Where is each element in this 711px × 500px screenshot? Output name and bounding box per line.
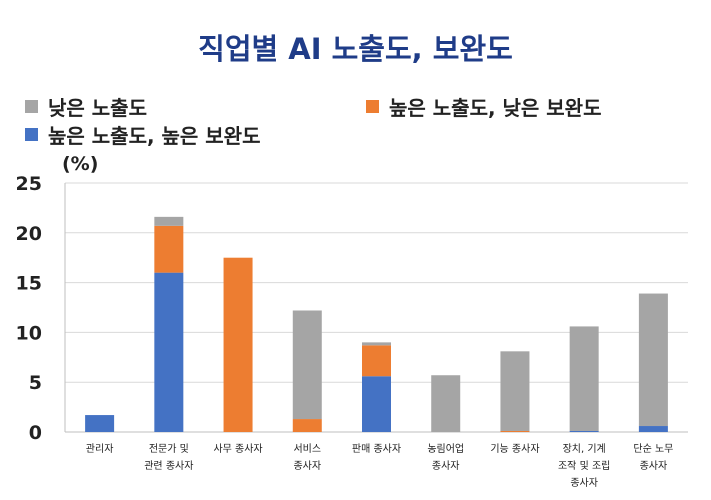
y-tick-label: 10 xyxy=(16,322,42,344)
legend-swatch-high-exposure-high-complement xyxy=(25,128,38,141)
x-category-label: 서비스 xyxy=(293,443,321,455)
bar-segment xyxy=(362,376,391,432)
bar-segment xyxy=(292,310,322,420)
y-tick-label: 20 xyxy=(16,223,42,245)
bar-segment xyxy=(154,225,184,273)
bar-segment xyxy=(362,342,391,346)
bar-segment xyxy=(638,293,668,427)
x-category-label: 장치, 기계 xyxy=(563,443,606,455)
x-category-label: 기능 종사자 xyxy=(490,443,539,455)
x-category-label: 농림어업 xyxy=(427,442,464,455)
x-category-label: 종사자 xyxy=(293,460,321,472)
bar-segment xyxy=(569,431,599,432)
bar-segment xyxy=(362,345,391,377)
x-category-label: 조작 및 조립 xyxy=(558,459,610,472)
legend-swatch-low-exposure xyxy=(25,100,38,113)
legend-item-high-exposure-low-complement: 높은 노출도, 낮은 보완도 xyxy=(366,92,602,121)
x-category-label: 판매 종사자 xyxy=(352,443,401,455)
y-tick-label: 5 xyxy=(29,372,42,394)
legend-label-low-exposure: 낮은 노출도 xyxy=(48,96,147,120)
bar-segment xyxy=(85,415,115,432)
x-category-label: 단순 노무 xyxy=(633,443,673,455)
y-tick-label: 15 xyxy=(16,273,42,295)
legend-label-high-exposure-low-complement: 높은 노출도, 낮은 보완도 xyxy=(389,96,602,120)
chart-title: 직업별 AI 노출도, 보완도 xyxy=(198,32,513,66)
x-category-label: 종사자 xyxy=(570,477,598,489)
bar-segment xyxy=(431,375,461,432)
x-category-label: 관리자 xyxy=(86,443,114,455)
x-category-label: 종사자 xyxy=(640,460,668,472)
legend-label-high-exposure-high-complement: 높은 노출도, 높은 보완도 xyxy=(48,124,261,148)
x-category-label: 관련 종사자 xyxy=(144,460,193,472)
legend-item-low-exposure: 낮은 노출도 xyxy=(25,92,147,121)
x-category-label: 사무 종사자 xyxy=(213,443,262,455)
bar-segment xyxy=(500,431,530,432)
bar-segment xyxy=(154,216,184,226)
bar-segment xyxy=(223,257,253,432)
bar-segment xyxy=(569,326,599,432)
legend-swatch-high-exposure-low-complement xyxy=(366,100,379,113)
y-axis-unit-label: (%) xyxy=(62,153,99,175)
legend-item-high-exposure-high-complement: 높은 노출도, 높은 보완도 xyxy=(25,120,261,149)
bar-segment xyxy=(154,272,184,432)
bar-segment xyxy=(500,351,530,432)
x-category-label: 전문가 및 xyxy=(149,443,189,455)
bar-segment xyxy=(292,419,322,432)
x-category-label: 종사자 xyxy=(432,460,460,472)
bar-segment xyxy=(638,426,668,432)
y-tick-label: 25 xyxy=(16,173,42,195)
y-tick-label: 0 xyxy=(29,422,42,444)
